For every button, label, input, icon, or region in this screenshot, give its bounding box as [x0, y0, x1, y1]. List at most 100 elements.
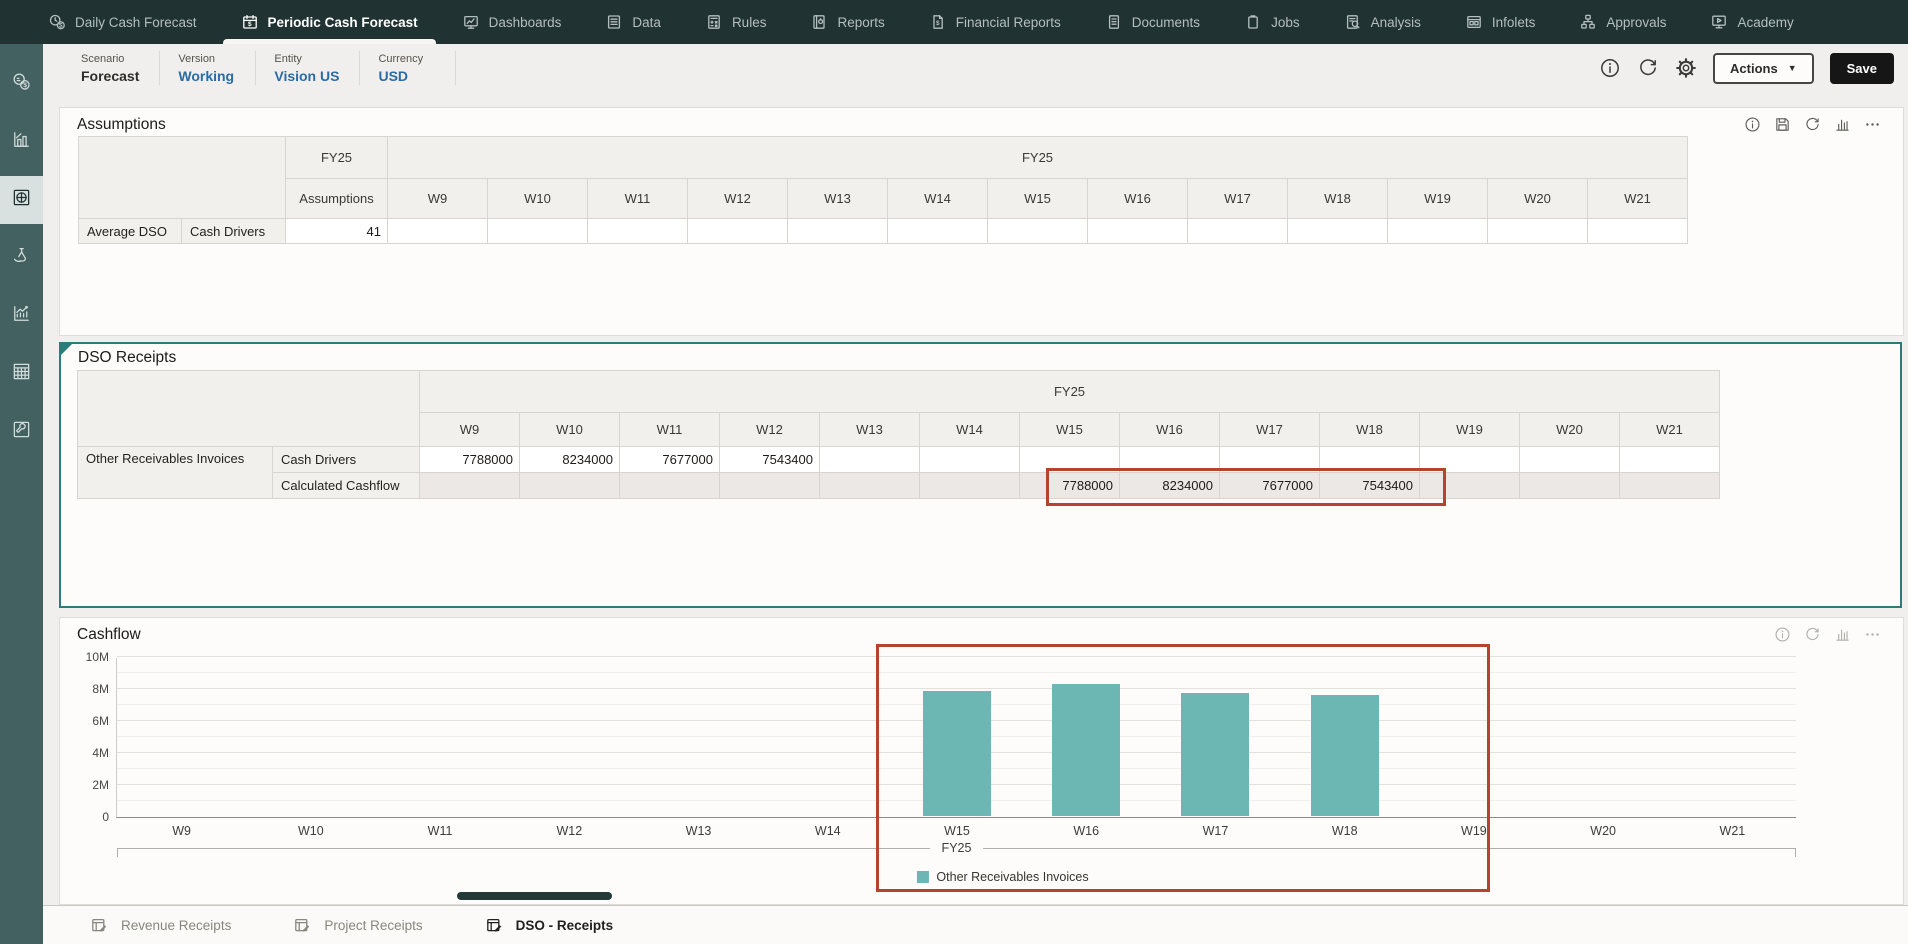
readonly-cell[interactable]: [819, 472, 920, 499]
readonly-cell[interactable]: 7543400: [1319, 472, 1420, 499]
bottom-tab-dso-receipts[interactable]: DSO - Receipts: [456, 892, 613, 934]
x-axis-label: W10: [297, 824, 324, 838]
data-cell[interactable]: 7788000: [419, 446, 520, 473]
week-header: W18: [1319, 412, 1420, 447]
data-cell[interactable]: [387, 218, 488, 244]
refresh-icon[interactable]: [1804, 116, 1821, 133]
info-icon[interactable]: [1744, 116, 1761, 133]
assumptions-panel: Assumptions FY25 FY25 Assumptions W9 W10…: [59, 107, 1904, 336]
data-cell[interactable]: [1587, 218, 1688, 244]
nav-tab-academy[interactable]: Academy: [1688, 0, 1815, 44]
nav-tab-label: Approvals: [1606, 14, 1667, 30]
gridline: [117, 656, 1796, 657]
data-cell[interactable]: [687, 218, 788, 244]
sidebar-item-analytics[interactable]: [0, 292, 43, 340]
readonly-cell[interactable]: 8234000: [1119, 472, 1220, 499]
data-cell[interactable]: [587, 218, 688, 244]
readonly-cell[interactable]: [1519, 472, 1620, 499]
nav-tab-financial-reports[interactable]: $ Financial Reports: [907, 0, 1083, 44]
data-cell[interactable]: [787, 218, 888, 244]
data-cell[interactable]: [1219, 446, 1320, 473]
data-cell[interactable]: [1619, 446, 1720, 473]
data-cell[interactable]: [1519, 446, 1620, 473]
pov-currency-value[interactable]: USD: [378, 67, 409, 84]
data-cell[interactable]: [1019, 446, 1120, 473]
readonly-cell[interactable]: [719, 472, 820, 499]
bottom-tab-revenue-receipts[interactable]: Revenue Receipts: [90, 916, 231, 934]
nav-tab-label: Periodic Cash Forecast: [267, 14, 418, 30]
data-cell[interactable]: [487, 218, 588, 244]
nav-tab-approvals[interactable]: Approvals: [1557, 0, 1688, 44]
readonly-cell[interactable]: 7788000: [1019, 472, 1120, 499]
readonly-cell[interactable]: [619, 472, 720, 499]
data-cell[interactable]: 7677000: [619, 446, 720, 473]
sidebar-item-sandbox[interactable]: [0, 234, 43, 282]
nav-tab-label: Infolets: [1491, 14, 1536, 30]
data-cell[interactable]: [1087, 218, 1188, 244]
chart-icon[interactable]: [1834, 626, 1851, 643]
bar-W18[interactable]: [1310, 695, 1379, 816]
data-cell[interactable]: 8234000: [519, 446, 620, 473]
x-axis-group-bracket: FY25: [117, 841, 1796, 857]
nav-tab-daily-cash-forecast[interactable]: $ Daily Cash Forecast: [26, 0, 219, 44]
bottom-tab-project-receipts[interactable]: Project Receipts: [293, 916, 423, 934]
pov-entity-value[interactable]: Vision US: [274, 67, 340, 84]
info-icon[interactable]: [1599, 57, 1621, 79]
wrench-icon: [11, 419, 32, 445]
pov-version-value[interactable]: Working: [178, 67, 235, 84]
nav-tab-data[interactable]: Data: [583, 0, 683, 44]
more-icon[interactable]: [1864, 626, 1881, 643]
nav-tab-jobs[interactable]: Jobs: [1222, 0, 1322, 44]
readonly-cell[interactable]: [1419, 472, 1520, 499]
nav-tab-analysis[interactable]: Analysis: [1322, 0, 1443, 44]
actions-button[interactable]: Actions ▼: [1713, 52, 1814, 84]
readonly-cell[interactable]: [519, 472, 620, 499]
bar-W17[interactable]: [1181, 693, 1250, 816]
refresh-icon[interactable]: [1637, 57, 1659, 79]
bar-W15[interactable]: [923, 691, 991, 816]
data-cell[interactable]: [1319, 446, 1420, 473]
chart-icon[interactable]: [1834, 116, 1851, 133]
readonly-cell[interactable]: 7677000: [1219, 472, 1320, 499]
assumption-value-cell[interactable]: 41: [285, 218, 388, 244]
week-header: W9: [419, 412, 520, 447]
data-cell[interactable]: [987, 218, 1088, 244]
nav-tab-rules[interactable]: Rules: [683, 0, 789, 44]
data-cell[interactable]: [1287, 218, 1388, 244]
data-cell[interactable]: [819, 446, 920, 473]
week-header: W12: [719, 412, 820, 447]
sidebar-item-forms[interactable]: [0, 176, 43, 224]
nav-tab-label: Analysis: [1370, 14, 1421, 30]
infolet-window-icon: [1465, 13, 1483, 31]
data-cell[interactable]: [1187, 218, 1288, 244]
save-button[interactable]: Save: [1829, 52, 1894, 84]
nav-tab-dashboards[interactable]: Dashboards: [440, 0, 584, 44]
data-cell[interactable]: [1119, 446, 1220, 473]
data-cell[interactable]: [887, 218, 988, 244]
nav-tab-infolets[interactable]: Infolets: [1443, 0, 1558, 44]
sidebar-item-cash-overview[interactable]: $: [0, 60, 43, 108]
readonly-cell[interactable]: [919, 472, 1020, 499]
more-icon[interactable]: [1864, 116, 1881, 133]
readonly-cell[interactable]: [1619, 472, 1720, 499]
refresh-icon[interactable]: [1804, 626, 1821, 643]
info-icon[interactable]: [1774, 626, 1791, 643]
nav-tab-reports[interactable]: Reports: [788, 0, 906, 44]
sidebar-item-tools[interactable]: [0, 408, 43, 456]
data-cell[interactable]: [919, 446, 1020, 473]
readonly-cell[interactable]: [419, 472, 520, 499]
bar-W16[interactable]: [1052, 684, 1121, 816]
save-icon[interactable]: [1774, 116, 1791, 133]
sidebar-item-data-grid[interactable]: [0, 350, 43, 398]
sidebar-item-charts[interactable]: [0, 118, 43, 166]
week-header: W19: [1387, 178, 1488, 219]
nav-tab-periodic-cash-forecast[interactable]: $ Periodic Cash Forecast: [219, 0, 440, 44]
data-cell[interactable]: [1387, 218, 1488, 244]
settings-gear-icon[interactable]: [1675, 57, 1697, 79]
data-cell[interactable]: [1487, 218, 1588, 244]
pov-scenario-value[interactable]: Forecast: [81, 67, 140, 84]
nav-tab-documents[interactable]: Documents: [1083, 0, 1222, 44]
x-axis-label: W20: [1590, 824, 1616, 838]
data-cell[interactable]: 7543400: [719, 446, 820, 473]
data-cell[interactable]: [1419, 446, 1520, 473]
